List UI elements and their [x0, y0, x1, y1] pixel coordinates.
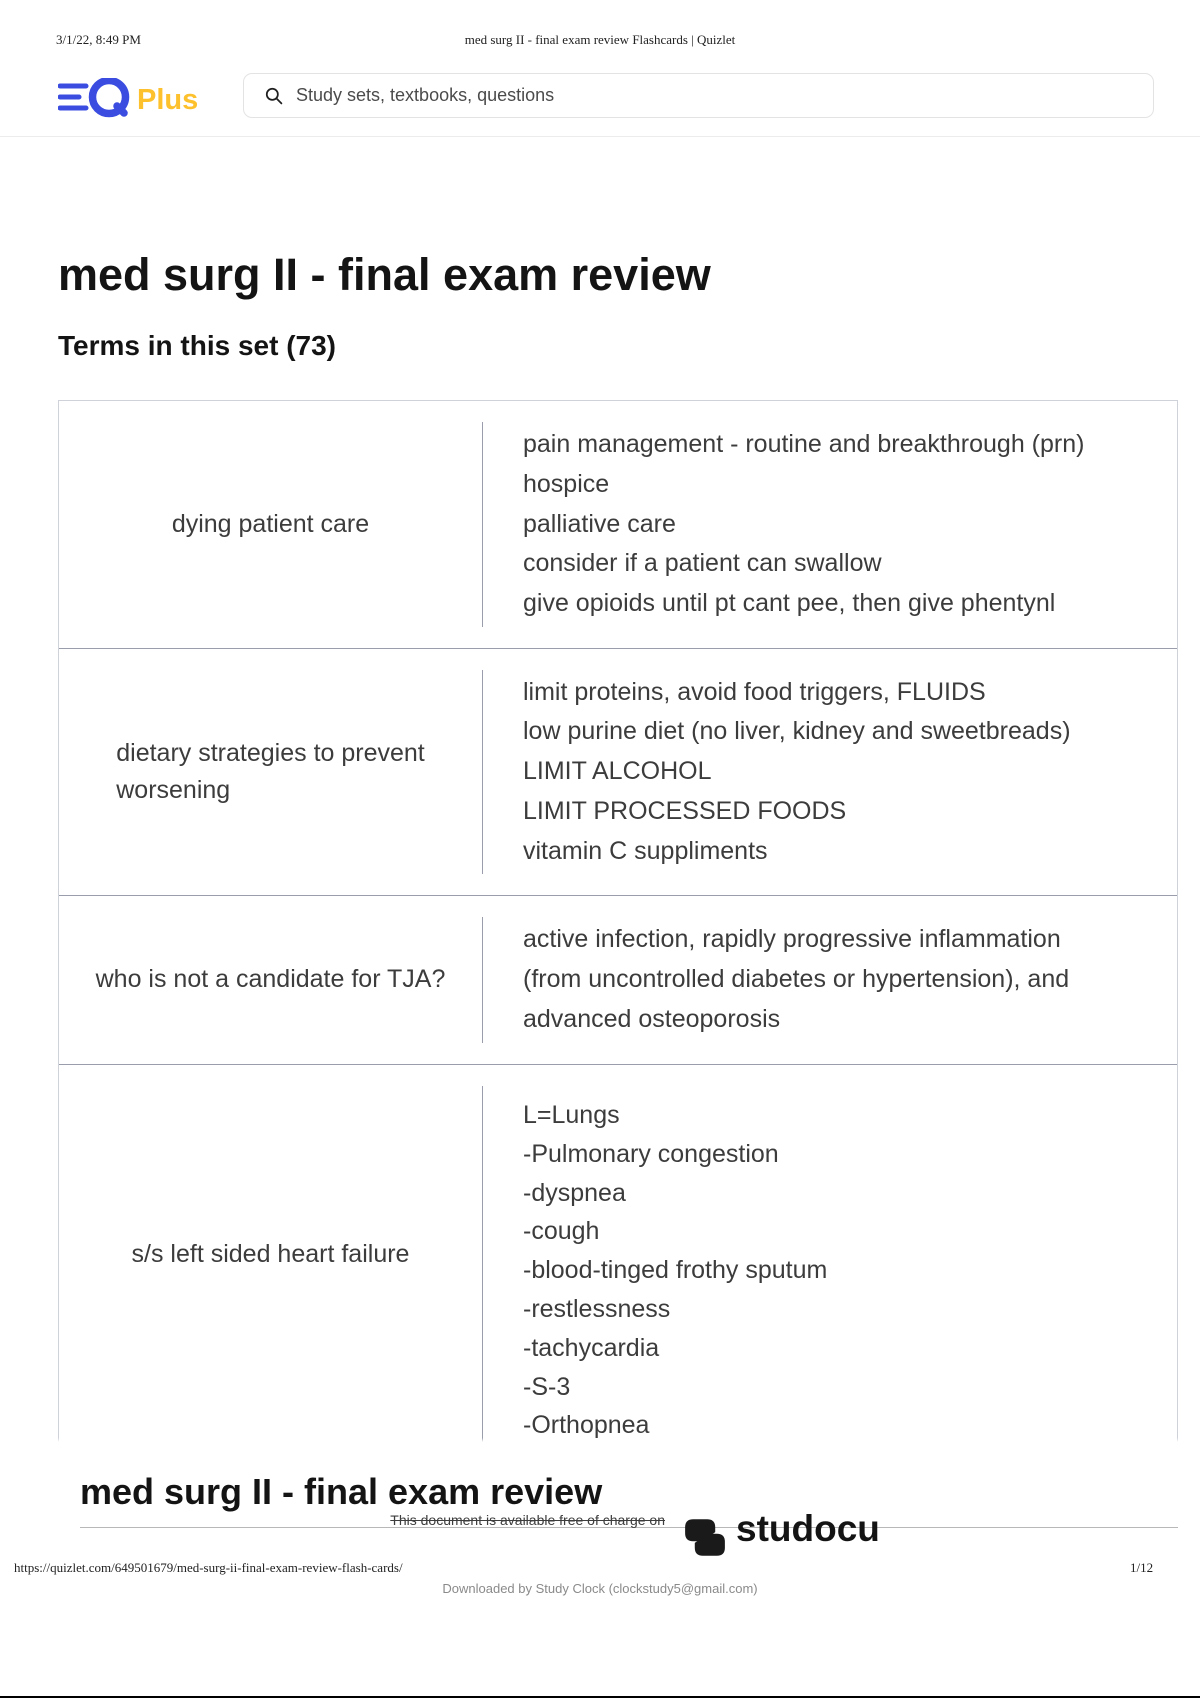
svg-text:Plus: Plus: [137, 84, 198, 116]
